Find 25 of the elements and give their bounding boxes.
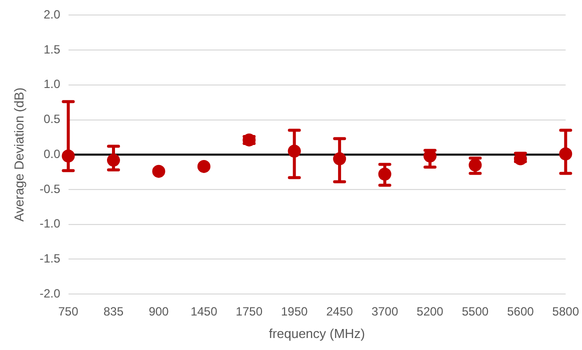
point [152,164,166,178]
y-tick-label: 0.0 [44,146,61,161]
y-tick-label: 2.0 [44,8,61,22]
y-tick-label: -2.0 [40,286,61,300]
y-tick-label: 0.5 [44,112,61,126]
x-tick-label: 900 [148,304,170,319]
y-tick-label: 1.0 [44,77,61,92]
x-tick-label: 750 [58,304,79,319]
y-tick-label: -0.5 [40,182,61,196]
y-axis-title: Average Deviation (dB) [11,88,26,222]
x-tick-label: 5800 [552,304,580,319]
point [197,160,210,173]
x-tick-label: 835 [103,304,124,319]
x-tick-label: 1450 [190,304,218,319]
x-tick-label: 5600 [507,304,534,319]
x-tick-label: 2450 [326,304,354,319]
x-tick-label: 3700 [371,304,398,319]
x-tick-label: 1750 [236,304,263,319]
y-tick-label: -1.5 [40,251,61,266]
y-tick-label: -1.0 [40,216,61,231]
x-tick-label: 5500 [462,304,489,319]
x-tick-label: 5200 [416,304,444,319]
x-tick-label: 1950 [281,304,308,319]
y-tick-label: 1.5 [44,42,61,56]
x-axis-title: frequency (MHz) [268,326,366,341]
